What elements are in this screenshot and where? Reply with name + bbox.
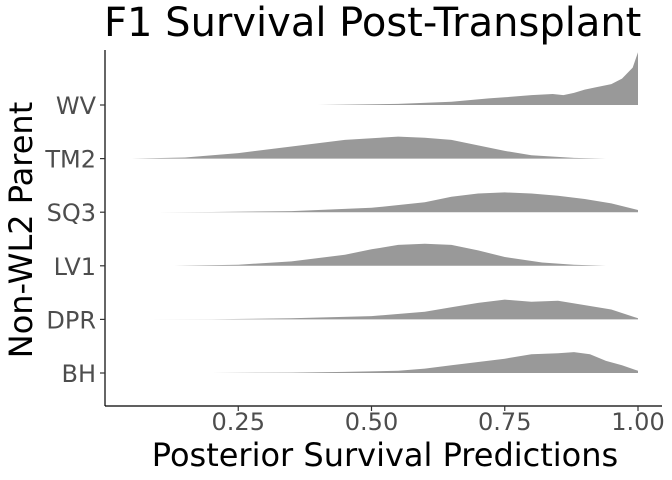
y-tick-label-tm2: TM2 xyxy=(44,146,96,174)
x-axis-ticks: 0.25 0.50 0.75 1.00 xyxy=(212,406,665,436)
y-axis-ticks: WV TM2 SQ3 LV1 DPR BH xyxy=(44,92,105,388)
y-tick-label-lv1: LV1 xyxy=(54,253,96,281)
chart-title: F1 Survival Post-Transplant xyxy=(104,0,641,46)
ridge-sq3 xyxy=(158,192,639,213)
ridge-tm2 xyxy=(131,136,606,159)
x-tick-label: 1.00 xyxy=(611,408,664,436)
y-tick-label-bh: BH xyxy=(61,360,96,388)
ridge-dpr xyxy=(147,299,638,320)
y-tick-label-sq3: SQ3 xyxy=(47,199,96,227)
x-tick-label: 0.75 xyxy=(478,408,531,436)
ridge-lv1 xyxy=(174,243,607,266)
ridge-wv xyxy=(318,52,638,105)
x-tick-label: 0.25 xyxy=(212,408,265,436)
ridge-bh xyxy=(211,352,638,373)
y-tick-label-dpr: DPR xyxy=(46,306,96,334)
x-axis-title: Posterior Survival Predictions xyxy=(152,436,618,474)
ridge-layer xyxy=(131,52,639,373)
y-axis-title: Non-WL2 Parent xyxy=(2,102,40,358)
x-tick-label: 0.50 xyxy=(345,408,398,436)
y-tick-label-wv: WV xyxy=(56,92,97,120)
